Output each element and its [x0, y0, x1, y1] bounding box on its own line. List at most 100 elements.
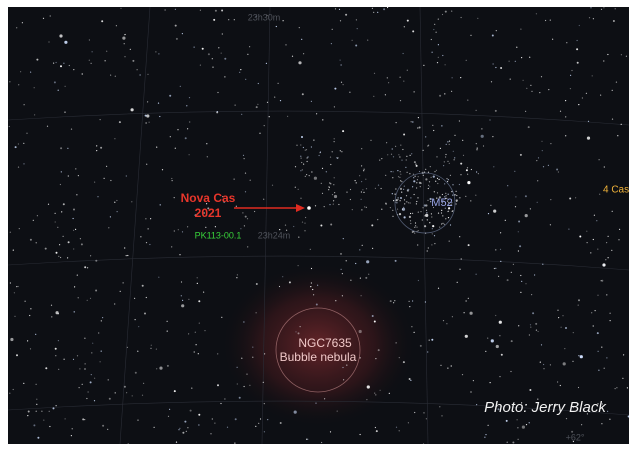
- star: [530, 327, 531, 328]
- star: [47, 126, 48, 127]
- star: [410, 202, 411, 203]
- star: [393, 171, 394, 172]
- star: [214, 423, 215, 424]
- star: [94, 400, 95, 401]
- star: [75, 168, 76, 169]
- star: [330, 157, 331, 158]
- star: [471, 169, 472, 170]
- star: [252, 347, 253, 348]
- star: [373, 12, 374, 13]
- star: [320, 225, 322, 227]
- star: [442, 194, 443, 195]
- star: [234, 19, 235, 20]
- nebula-name: Bubble nebula: [280, 350, 357, 364]
- star: [280, 422, 282, 424]
- star: [529, 389, 531, 391]
- star: [370, 140, 371, 141]
- star: [520, 292, 521, 293]
- star: [342, 130, 344, 132]
- star: [65, 418, 66, 419]
- star: [18, 286, 19, 287]
- star: [386, 203, 387, 204]
- star: [391, 154, 392, 155]
- star: [473, 380, 474, 381]
- star: [537, 202, 538, 203]
- star: [34, 114, 35, 115]
- star: [67, 257, 68, 258]
- star: [122, 37, 125, 40]
- star: [452, 184, 453, 185]
- star: [91, 63, 92, 64]
- star: [158, 103, 159, 104]
- star: [522, 426, 525, 429]
- star: [178, 229, 179, 230]
- star: [84, 266, 86, 268]
- star: [436, 32, 437, 33]
- star: [400, 145, 401, 146]
- star: [198, 424, 199, 425]
- star: [615, 388, 616, 389]
- star: [607, 411, 608, 412]
- star: [414, 194, 415, 195]
- star: [188, 299, 189, 300]
- star: [328, 189, 329, 190]
- star: [409, 301, 410, 302]
- star: [515, 196, 516, 197]
- star: [181, 295, 182, 296]
- star: [30, 72, 31, 73]
- star: [194, 351, 195, 352]
- star: [570, 88, 571, 89]
- star: [36, 399, 37, 400]
- star: [179, 428, 180, 429]
- star: [560, 385, 561, 386]
- star: [59, 244, 60, 245]
- star: [385, 94, 386, 95]
- star: [529, 334, 530, 335]
- star: [215, 226, 216, 227]
- star: [371, 224, 373, 226]
- star: [258, 423, 259, 424]
- star: [396, 427, 397, 428]
- star: [298, 265, 299, 266]
- star: [414, 161, 416, 163]
- star: [245, 79, 246, 80]
- star: [335, 8, 336, 9]
- star: [114, 303, 115, 304]
- star: [362, 245, 363, 246]
- star: [357, 28, 358, 29]
- star: [241, 358, 242, 359]
- star: [101, 351, 102, 352]
- star: [463, 155, 464, 156]
- star: [322, 119, 323, 120]
- star: [375, 427, 376, 428]
- star: [621, 54, 622, 55]
- star: [218, 47, 219, 48]
- star: [412, 300, 413, 301]
- star: [408, 202, 409, 203]
- star: [397, 209, 398, 210]
- star: [541, 141, 542, 142]
- star: [467, 167, 468, 168]
- star: [449, 241, 450, 242]
- star: [441, 223, 442, 224]
- star: [58, 256, 59, 257]
- star: [601, 423, 602, 424]
- star: [167, 365, 169, 367]
- star: [379, 160, 380, 161]
- star: [612, 211, 613, 212]
- star: [439, 227, 440, 228]
- star: [444, 224, 445, 225]
- star: [569, 198, 571, 200]
- star: [159, 367, 162, 370]
- star: [186, 431, 187, 432]
- star: [120, 8, 121, 9]
- star: [608, 257, 609, 258]
- star: [197, 283, 198, 284]
- star: [520, 275, 521, 276]
- star: [340, 60, 341, 61]
- star: [616, 387, 617, 388]
- star: [378, 185, 379, 186]
- star: [422, 219, 423, 220]
- star: [307, 439, 308, 440]
- star: [610, 320, 611, 321]
